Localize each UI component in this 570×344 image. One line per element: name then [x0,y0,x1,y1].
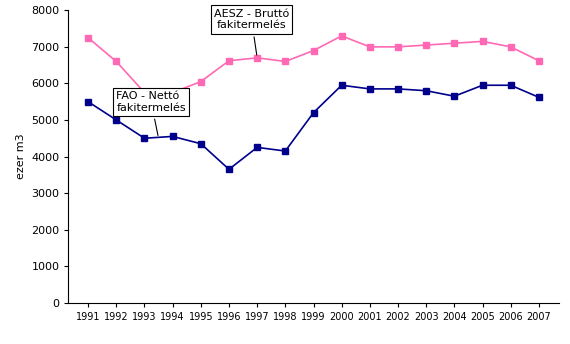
Text: FAO - Nettó
fakitermelés: FAO - Nettó fakitermelés [116,91,186,136]
Y-axis label: ezer m3: ezer m3 [16,134,26,179]
Text: AESZ - Bruttó
fakitermelés: AESZ - Bruttó fakitermelés [214,9,289,55]
